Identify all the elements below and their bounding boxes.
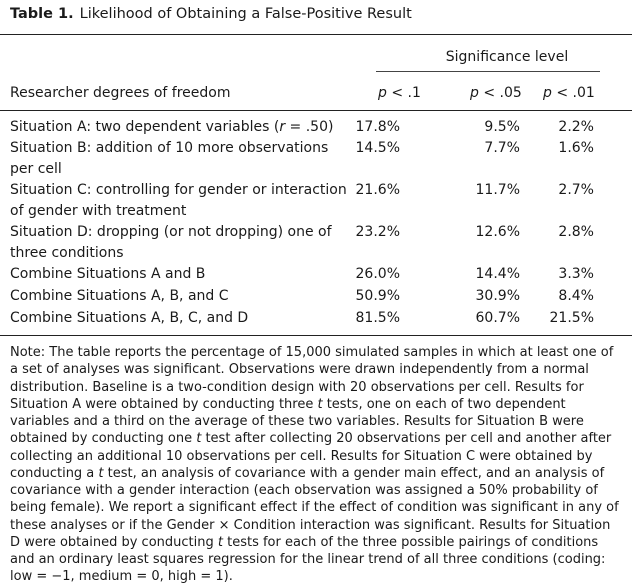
- cell-abc-p01: 8.4%: [558, 288, 594, 304]
- row-header: Researcher degrees of freedom: [10, 85, 231, 101]
- cell-abcd-p01: 21.5%: [549, 310, 594, 326]
- cell-ab-p01: 3.3%: [558, 266, 594, 282]
- row-label-situation-c: Situation C: controlling for gender or i…: [10, 182, 347, 219]
- cell-a-p05: 9.5%: [484, 119, 520, 135]
- row-label-combine-abcd: Combine Situations A, B, C, and D: [10, 310, 249, 326]
- cell-ab-p10: 26.0%: [355, 266, 400, 282]
- row-label-situation-b: Situation B: addition of 10 more observa…: [10, 140, 329, 177]
- top-rule: [0, 34, 632, 35]
- significance-header: Significance level: [445, 49, 569, 65]
- cell-d-p10: 23.2%: [355, 224, 400, 240]
- column-header-p10: p < .1: [378, 85, 421, 101]
- cell-c-p01: 2.7%: [558, 182, 594, 198]
- cell-abcd-p10: 81.5%: [355, 310, 400, 326]
- row-label-situation-d: Situation D: dropping (or not dropping) …: [10, 224, 332, 261]
- cell-c-p05: 11.7%: [475, 182, 520, 198]
- cell-d-p05: 12.6%: [475, 224, 520, 240]
- row-label-combine-ab: Combine Situations A and B: [10, 266, 206, 282]
- cell-b-p05: 7.7%: [484, 140, 520, 156]
- table-number: Table 1.: [10, 6, 74, 22]
- cell-b-p01: 1.6%: [558, 140, 594, 156]
- cell-c-p10: 21.6%: [355, 182, 400, 198]
- row-label-combine-abc: Combine Situations A, B, and C: [10, 288, 229, 304]
- table-title: Likelihood of Obtaining a False-Positive…: [79, 6, 412, 22]
- header-rule: [0, 110, 632, 111]
- significance-underline: [376, 71, 600, 72]
- cell-d-p01: 2.8%: [558, 224, 594, 240]
- cell-ab-p05: 14.4%: [475, 266, 520, 282]
- column-header-p01: p < .01: [543, 85, 595, 101]
- cell-b-p10: 14.5%: [355, 140, 400, 156]
- cell-a-p10: 17.8%: [355, 119, 400, 135]
- row-label-situation-a: Situation A: two dependent variables (r …: [10, 119, 334, 135]
- table-caption: Table 1. Likelihood of Obtaining a False-…: [10, 6, 412, 22]
- cell-abc-p10: 50.9%: [355, 288, 400, 304]
- cell-abcd-p05: 60.7%: [475, 310, 520, 326]
- table-note: Note: The table reports the percentage o…: [10, 345, 619, 585]
- column-header-p05: p < .05: [470, 85, 522, 101]
- bottom-rule: [0, 335, 632, 336]
- cell-abc-p05: 30.9%: [475, 288, 520, 304]
- cell-a-p01: 2.2%: [558, 119, 594, 135]
